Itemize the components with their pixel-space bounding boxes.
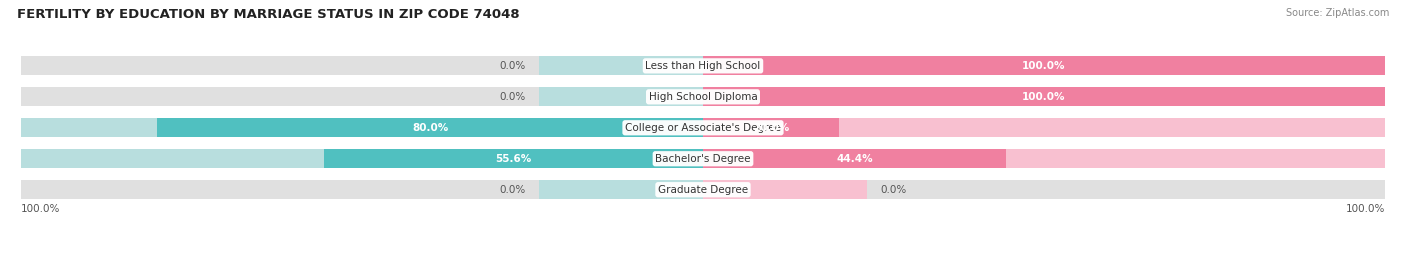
Bar [157, 118, 703, 137]
Bar [540, 56, 703, 75]
Bar [21, 180, 1385, 199]
Text: Graduate Degree: Graduate Degree [658, 185, 748, 195]
Bar [703, 56, 1385, 75]
Bar [839, 118, 1385, 137]
Text: 0.0%: 0.0% [880, 185, 907, 195]
Bar [540, 180, 703, 199]
Text: 100.0%: 100.0% [1022, 92, 1066, 102]
Bar [703, 149, 1005, 168]
Text: 20.0%: 20.0% [754, 123, 789, 133]
Text: Less than High School: Less than High School [645, 61, 761, 71]
Bar [21, 56, 1385, 75]
Text: 55.6%: 55.6% [495, 154, 531, 164]
Text: FERTILITY BY EDUCATION BY MARRIAGE STATUS IN ZIP CODE 74048: FERTILITY BY EDUCATION BY MARRIAGE STATU… [17, 8, 519, 21]
Text: 0.0%: 0.0% [499, 92, 526, 102]
Text: Bachelor's Degree: Bachelor's Degree [655, 154, 751, 164]
Bar [21, 149, 323, 168]
Bar [323, 149, 703, 168]
Bar [21, 118, 1385, 137]
Bar [21, 149, 1385, 168]
Text: Source: ZipAtlas.com: Source: ZipAtlas.com [1285, 8, 1389, 18]
Bar [703, 180, 866, 199]
Text: High School Diploma: High School Diploma [648, 92, 758, 102]
Bar [703, 118, 839, 137]
Text: 80.0%: 80.0% [412, 123, 449, 133]
Text: 100.0%: 100.0% [1346, 204, 1385, 214]
Text: College or Associate's Degree: College or Associate's Degree [626, 123, 780, 133]
Text: 0.0%: 0.0% [499, 185, 526, 195]
Text: 100.0%: 100.0% [1022, 61, 1066, 71]
Bar [540, 87, 703, 107]
Text: 0.0%: 0.0% [499, 61, 526, 71]
Bar [1005, 149, 1385, 168]
Bar [703, 87, 1385, 107]
Bar [21, 118, 157, 137]
Bar [21, 87, 1385, 107]
Text: 44.4%: 44.4% [837, 154, 873, 164]
Text: 100.0%: 100.0% [21, 204, 60, 214]
